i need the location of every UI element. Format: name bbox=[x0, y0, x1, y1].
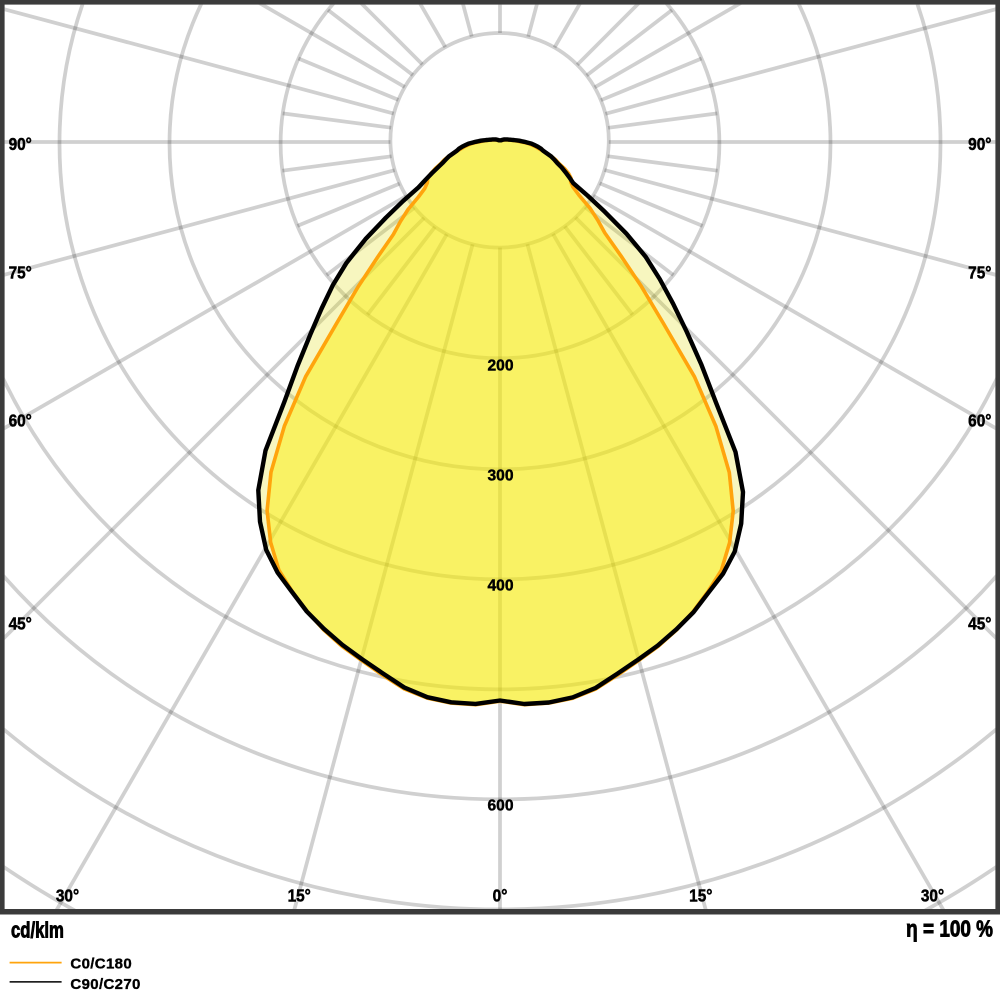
svg-text:15°: 15° bbox=[288, 887, 311, 906]
svg-text:600: 600 bbox=[487, 798, 513, 815]
svg-text:C0/C180: C0/C180 bbox=[70, 955, 132, 972]
svg-text:45°: 45° bbox=[9, 614, 32, 633]
svg-text:200: 200 bbox=[487, 358, 513, 375]
svg-text:60°: 60° bbox=[968, 412, 991, 431]
svg-text:45°: 45° bbox=[968, 614, 991, 633]
svg-text:η = 100 %: η = 100 % bbox=[906, 917, 993, 942]
svg-text:90°: 90° bbox=[9, 135, 32, 154]
svg-text:60°: 60° bbox=[9, 412, 32, 431]
svg-text:cd/klm: cd/klm bbox=[11, 918, 64, 943]
svg-text:30°: 30° bbox=[921, 887, 944, 906]
svg-text:400: 400 bbox=[487, 578, 513, 595]
svg-text:75°: 75° bbox=[9, 263, 32, 282]
svg-text:75°: 75° bbox=[968, 263, 991, 282]
svg-text:15°: 15° bbox=[689, 887, 712, 906]
svg-text:C90/C270: C90/C270 bbox=[70, 976, 140, 993]
svg-text:300: 300 bbox=[487, 468, 513, 485]
svg-text:0°: 0° bbox=[493, 887, 508, 906]
svg-text:30°: 30° bbox=[56, 887, 79, 906]
svg-text:90°: 90° bbox=[968, 135, 991, 154]
